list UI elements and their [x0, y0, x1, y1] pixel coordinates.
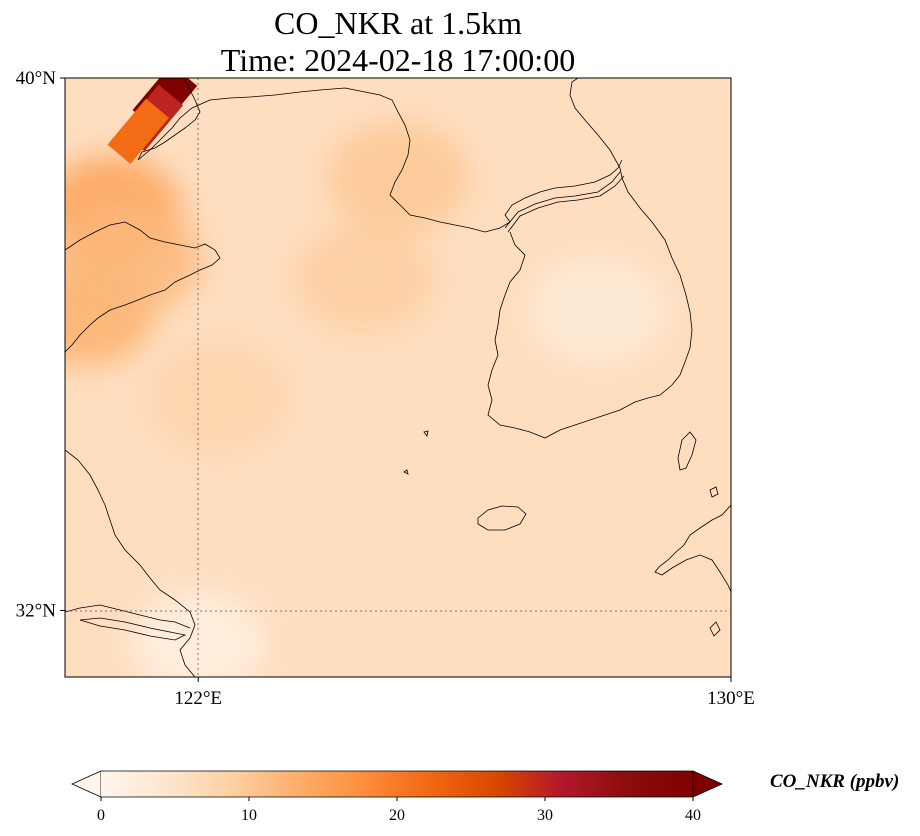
colorbar-tick-label: 30	[537, 807, 553, 824]
colorbar-tick-label: 10	[241, 807, 257, 824]
coastlines	[65, 78, 731, 677]
colorbar-extend-low	[71, 770, 102, 798]
coastline-islets-1	[403, 469, 409, 475]
coastline-korea	[487, 78, 693, 439]
colorbar-tick-label: 0	[97, 807, 105, 824]
coastline-yangtze-island	[79, 617, 187, 641]
concentration-patch-4	[328, 122, 468, 233]
coastline-islets-2	[423, 430, 429, 437]
map-frame	[64, 77, 732, 678]
coastline-yangtze-north	[65, 604, 191, 629]
axis-ticks: 40°N 32°N 122°E 130°E	[16, 68, 755, 709]
coastline-kyushu-islet	[709, 486, 719, 498]
coastline-liaoning	[137, 87, 511, 233]
map-title: CO_NKR at 1.5km	[274, 5, 522, 41]
colorbar-gradient	[101, 771, 693, 797]
colorbar-tick-label: 20	[389, 807, 405, 824]
colorbar-extend-high	[692, 770, 723, 798]
colorbar-ticks: 0 10 20 30 40	[97, 797, 701, 824]
coastline-jeju	[477, 505, 527, 531]
coastline-kyushu	[654, 504, 731, 593]
colorbar-title: CO_NKR (ppbv)	[770, 771, 900, 792]
boundary-dmz-2	[507, 175, 625, 233]
lon-tick-label: 122°E	[174, 688, 222, 709]
coastline-tsushima	[677, 431, 697, 471]
concentration-patch-2	[65, 202, 202, 313]
coastline-jiangsu	[65, 449, 196, 677]
concentration-patch-5	[294, 222, 435, 333]
lat-tick-label: 40°N	[16, 68, 57, 89]
gridlines	[65, 78, 731, 677]
concentration-patch-3	[148, 342, 289, 453]
coastline-shandong	[65, 221, 221, 353]
colorbar-tick-label: 40	[685, 807, 701, 824]
map-subtitle-time: Time: 2024-02-18 17:00:00	[220, 42, 576, 78]
concentration-patch-7	[527, 255, 668, 366]
colorbar: 0 10 20 30 40	[71, 770, 723, 824]
lat-tick-label: 32°N	[16, 600, 57, 621]
lon-tick-label: 130°E	[707, 688, 755, 709]
plume-cell-2	[107, 98, 170, 164]
boundary-dmz-1	[504, 171, 621, 229]
high-concentration-plume	[107, 78, 198, 164]
coastline-goto-islands	[709, 621, 721, 637]
concentration-patch-6	[128, 588, 269, 677]
coastline-liaodong-peninsula	[137, 79, 201, 161]
map-panel	[65, 78, 731, 677]
coastline-north-korea-west	[504, 159, 623, 223]
